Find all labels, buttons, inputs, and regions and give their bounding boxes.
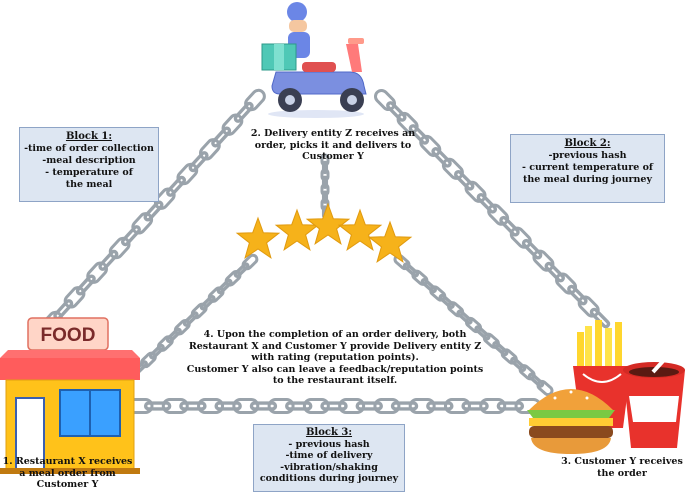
food-sign-text: FOOD bbox=[41, 325, 96, 346]
burger-icon bbox=[527, 389, 615, 454]
restaurant-caption-line-3: Customer Y bbox=[36, 479, 99, 490]
rating-line-4: Customer Y also can leave a feedback/rep… bbox=[186, 363, 484, 375]
block-2-line-1: -previous hash bbox=[548, 150, 627, 161]
drink-cup-icon bbox=[623, 346, 685, 448]
chain-left-outer bbox=[41, 88, 266, 334]
block-1-line-3: - temperature of the meal bbox=[45, 167, 133, 190]
rating-line-2: Restaurant X and Customer Y provide Deli… bbox=[188, 340, 482, 352]
block-2-box: Block 2: -previous hash - current temper… bbox=[510, 134, 665, 203]
customer-caption-line-1: 3. Customer Y receives bbox=[561, 456, 683, 467]
block-3-title: Block 3: bbox=[305, 427, 353, 438]
chain-bottom-outer bbox=[126, 398, 542, 414]
burger-fries-drink-icon bbox=[527, 320, 685, 454]
block-1-box: Block 1: -time of order collection -meal… bbox=[19, 127, 159, 202]
rating-line-1: 4. Upon the completion of an order deliv… bbox=[203, 329, 467, 340]
chain-right-outer bbox=[373, 88, 611, 329]
rating-line-5: to the restaurant itself. bbox=[272, 375, 398, 386]
block-1-line-1: -time of order collection bbox=[24, 143, 154, 154]
restaurant-caption-line-1: 1. Restaurant X receives bbox=[2, 456, 133, 467]
restaurant-caption: 1. Restaurant X receives a meal order fr… bbox=[0, 456, 135, 491]
delivery-caption: 2. Delivery entity Z receives an order, … bbox=[248, 128, 418, 163]
star-icon bbox=[305, 202, 351, 245]
star-icon bbox=[235, 216, 281, 259]
delivery-scooter-icon bbox=[261, 2, 367, 118]
delivery-caption-line-2: order, picks it and delivers to bbox=[254, 139, 412, 151]
restaurant-building-icon: FOOD bbox=[0, 317, 140, 474]
restaurant-caption-line-2: a meal order from bbox=[19, 467, 116, 479]
block-3-line-1: - previous hash bbox=[288, 438, 370, 450]
rating-line-3: with rating (reputation points). bbox=[251, 352, 419, 363]
customer-caption-line-2: the order bbox=[597, 467, 647, 479]
block-2-title: Block 2: bbox=[564, 138, 611, 149]
block-3-line-4: conditions during journey bbox=[259, 473, 399, 484]
chain-links bbox=[41, 88, 611, 414]
star-icon bbox=[367, 220, 413, 263]
rating-stars bbox=[235, 202, 413, 263]
block-3-line-2: -time of delivery bbox=[285, 450, 373, 461]
block-2-line-3: the meal during journey bbox=[523, 174, 652, 185]
delivery-caption-line-1: 2. Delivery entity Z receives an bbox=[250, 128, 416, 139]
chain-right-inner bbox=[393, 253, 554, 397]
customer-caption: 3. Customer Y receives the order bbox=[560, 456, 684, 479]
block-2-line-2: - current temperature of bbox=[521, 162, 653, 173]
block-1-line-2: -meal description bbox=[42, 155, 136, 166]
star-icon bbox=[337, 208, 383, 251]
rating-description: 4. Upon the completion of an order deliv… bbox=[176, 329, 494, 387]
block-1-title: Block 1: bbox=[65, 131, 113, 142]
block-3-line-3: -vibration/shaking bbox=[280, 461, 378, 473]
star-icon bbox=[274, 208, 320, 251]
block-3-box: Block 3: - previous hash -time of delive… bbox=[253, 424, 405, 492]
delivery-caption-line-3: Customer Y bbox=[302, 151, 364, 162]
